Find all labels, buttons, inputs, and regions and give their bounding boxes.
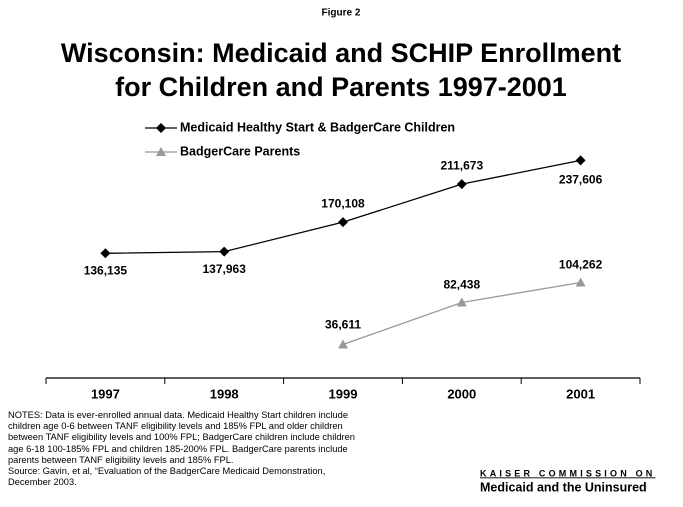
- marker: [156, 147, 166, 156]
- figure-label: Figure 2: [322, 8, 361, 19]
- logo-bottom: Medicaid and the Uninsured: [480, 480, 647, 494]
- note-line: December 2003.: [8, 477, 77, 488]
- chart-title: Wisconsin: Medicaid and SCHIP Enrollment: [61, 38, 621, 68]
- note-line: parents between TANF eligibility levels …: [8, 454, 234, 465]
- marker: [219, 246, 230, 257]
- marker: [575, 155, 586, 166]
- notes: NOTES: Data is ever-enrolled annual data…: [8, 410, 458, 488]
- legend-label: Medicaid Healthy Start & BadgerCare Chil…: [180, 120, 455, 134]
- note-line: NOTES: Data is ever-enrolled annual data…: [8, 410, 349, 420]
- marker: [456, 297, 467, 307]
- chart-title: for Children and Parents 1997-2001: [115, 72, 567, 102]
- x-tick-label: 2000: [447, 386, 476, 401]
- logo-top: KAISER COMMISSION ON: [480, 468, 656, 478]
- marker: [575, 277, 586, 287]
- data-label: 104,262: [559, 258, 603, 272]
- marker: [456, 179, 467, 190]
- legend-label: BadgerCare Parents: [180, 144, 300, 158]
- x-tick-label: 2001: [566, 386, 595, 401]
- data-label: 237,606: [559, 173, 603, 187]
- data-label: 137,963: [203, 262, 247, 276]
- data-label: 82,438: [443, 278, 480, 292]
- note-line: age 6-18 100-185% FPL and children 185-2…: [8, 443, 348, 454]
- x-tick-label: 1999: [329, 386, 358, 401]
- marker: [338, 339, 348, 349]
- marker: [100, 248, 111, 259]
- data-label: 136,135: [84, 263, 128, 277]
- note-line: Source: Gavin, et al, “Evaluation of the…: [8, 466, 326, 477]
- marker: [338, 217, 348, 228]
- x-tick-label: 1997: [91, 386, 120, 401]
- marker: [156, 123, 166, 133]
- x-tick-label: 1998: [210, 386, 239, 401]
- data-label: 170,108: [321, 196, 365, 210]
- series-line: [342, 281, 581, 346]
- data-label: 211,673: [440, 158, 483, 172]
- note-line: children age 0-6 between TANF eligibilit…: [8, 421, 343, 432]
- data-label: 36,611: [325, 318, 361, 332]
- note-line: between TANF eligibility levels and 100%…: [8, 432, 355, 443]
